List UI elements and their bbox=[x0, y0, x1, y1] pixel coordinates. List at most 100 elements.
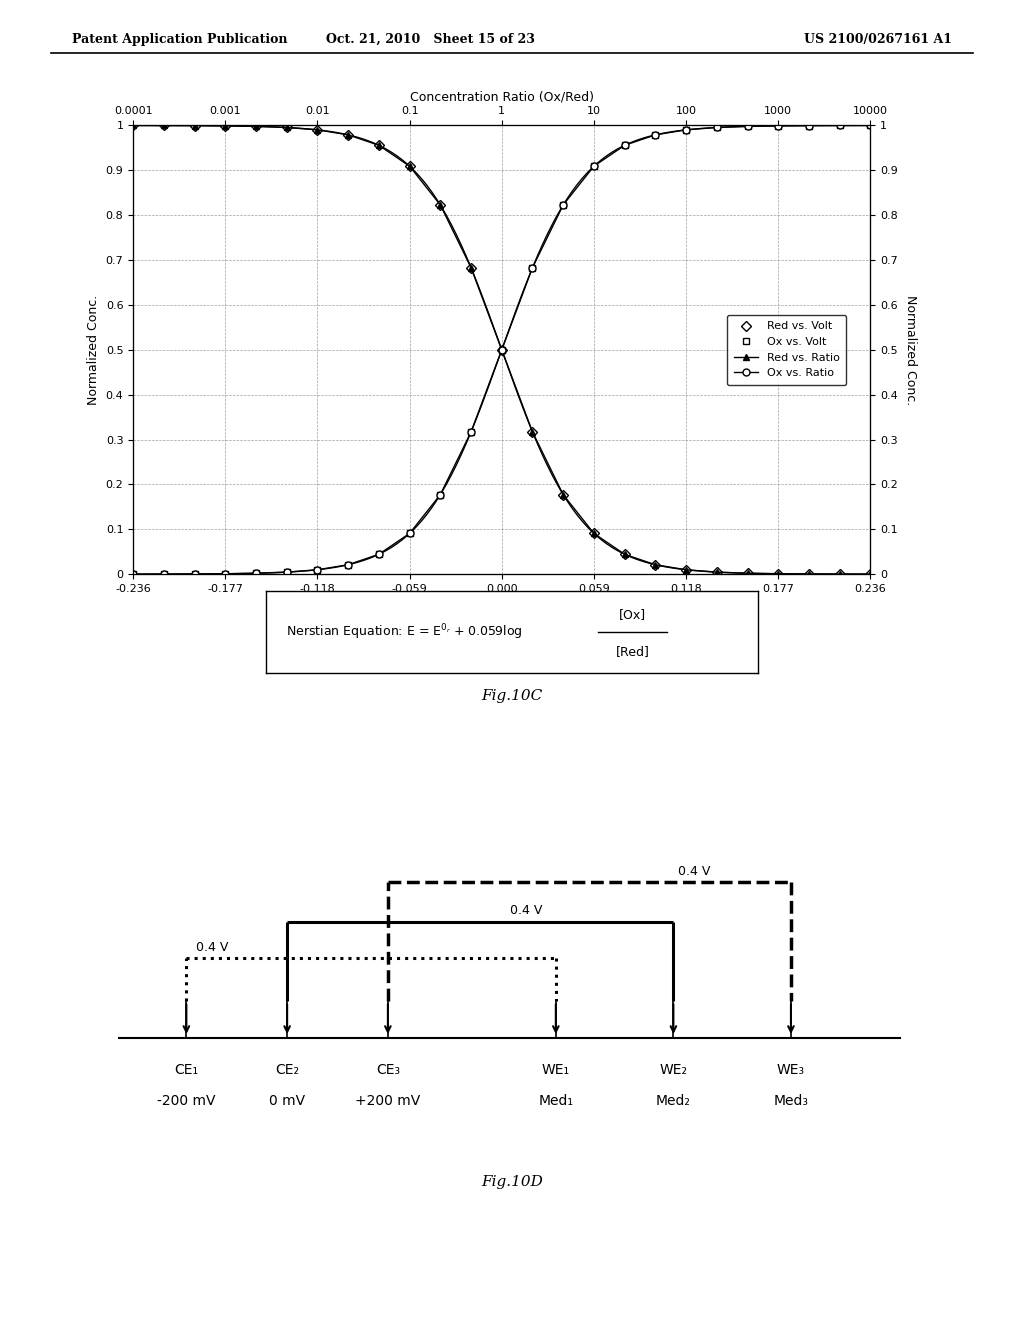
Ox vs. Volt bbox=[434, 487, 446, 503]
Ox vs. Volt bbox=[772, 117, 784, 133]
Ox vs. Volt bbox=[834, 117, 846, 133]
Ox vs. Ratio bbox=[649, 127, 662, 143]
Ox vs. Volt bbox=[311, 562, 324, 578]
Ox vs. Ratio bbox=[526, 260, 539, 276]
Text: CE₂: CE₂ bbox=[275, 1063, 299, 1077]
Red vs. Volt bbox=[557, 487, 569, 503]
Red vs. Ratio bbox=[526, 424, 539, 440]
Red vs. Volt bbox=[250, 119, 262, 135]
Text: Nerstian Equation: E = E$^{0_r}$ + 0.059log: Nerstian Equation: E = E$^{0_r}$ + 0.059… bbox=[286, 623, 522, 642]
Red vs. Volt bbox=[711, 564, 723, 579]
Legend: Red vs. Volt, Ox vs. Volt, Red vs. Ratio, Ox vs. Ratio: Red vs. Volt, Ox vs. Volt, Red vs. Ratio… bbox=[727, 314, 847, 385]
Red vs. Volt bbox=[158, 117, 170, 133]
Text: Patent Application Publication: Patent Application Publication bbox=[72, 33, 287, 46]
Text: [Red]: [Red] bbox=[615, 645, 649, 659]
Ox vs. Volt bbox=[711, 120, 723, 136]
Red vs. Volt bbox=[864, 566, 877, 582]
Red vs. Volt bbox=[342, 127, 354, 143]
Red vs. Volt bbox=[465, 260, 477, 276]
Red vs. Ratio bbox=[649, 557, 662, 573]
Ox vs. Ratio bbox=[465, 424, 477, 440]
Ox vs. Ratio bbox=[188, 566, 201, 582]
Text: 0.4 V: 0.4 V bbox=[197, 941, 228, 954]
Red vs. Ratio bbox=[188, 117, 201, 133]
Red vs. Ratio bbox=[834, 566, 846, 582]
Red vs. Ratio bbox=[711, 564, 723, 579]
Text: Med₂: Med₂ bbox=[656, 1094, 691, 1109]
Ox vs. Volt bbox=[526, 260, 539, 276]
Line: Ox vs. Ratio: Ox vs. Ratio bbox=[130, 121, 873, 578]
Text: Med₃: Med₃ bbox=[773, 1094, 808, 1109]
Red vs. Ratio bbox=[219, 117, 231, 133]
Ox vs. Ratio bbox=[711, 120, 723, 136]
Y-axis label: Normalized Conc.: Normalized Conc. bbox=[87, 294, 100, 405]
Ox vs. Volt bbox=[557, 197, 569, 213]
Red vs. Volt bbox=[649, 557, 662, 573]
Red vs. Volt bbox=[526, 424, 539, 440]
Text: WE₁: WE₁ bbox=[542, 1063, 570, 1077]
Ox vs. Ratio bbox=[434, 487, 446, 503]
Text: 0 mV: 0 mV bbox=[269, 1094, 305, 1109]
Red vs. Ratio bbox=[496, 342, 508, 358]
Red vs. Ratio bbox=[281, 120, 293, 136]
Text: US 2100/0267161 A1: US 2100/0267161 A1 bbox=[804, 33, 952, 46]
Red vs. Volt bbox=[772, 566, 784, 582]
Ox vs. Ratio bbox=[311, 562, 324, 578]
Ox vs. Ratio bbox=[834, 117, 846, 133]
X-axis label: Concentration Ratio (Ox/Red): Concentration Ratio (Ox/Red) bbox=[410, 90, 594, 103]
Ox vs. Volt bbox=[649, 127, 662, 143]
Ox vs. Ratio bbox=[588, 158, 600, 174]
Red vs. Ratio bbox=[557, 487, 569, 503]
Red vs. Ratio bbox=[373, 137, 385, 153]
Text: +200 mV: +200 mV bbox=[355, 1094, 421, 1109]
Text: Med₁: Med₁ bbox=[539, 1094, 573, 1109]
Red vs. Ratio bbox=[680, 562, 692, 578]
Red vs. Volt bbox=[281, 120, 293, 136]
Text: -200 mV: -200 mV bbox=[157, 1094, 216, 1109]
Text: CE₃: CE₃ bbox=[376, 1063, 400, 1077]
Red vs. Ratio bbox=[158, 117, 170, 133]
Text: CE₁: CE₁ bbox=[174, 1063, 199, 1077]
Ox vs. Volt bbox=[373, 546, 385, 562]
Red vs. Volt bbox=[311, 121, 324, 137]
Red vs. Volt bbox=[834, 566, 846, 582]
Red vs. Volt bbox=[496, 342, 508, 358]
Red vs. Ratio bbox=[465, 260, 477, 276]
Red vs. Volt bbox=[219, 117, 231, 133]
Ox vs. Volt bbox=[864, 117, 877, 133]
Ox vs. Ratio bbox=[158, 566, 170, 582]
Red vs. Volt bbox=[403, 158, 416, 174]
Ox vs. Volt bbox=[803, 117, 815, 133]
Red vs. Volt bbox=[127, 117, 139, 133]
Red vs. Ratio bbox=[864, 566, 877, 582]
Red vs. Ratio bbox=[434, 197, 446, 213]
Ox vs. Ratio bbox=[680, 121, 692, 137]
Red vs. Ratio bbox=[588, 525, 600, 541]
Ox vs. Ratio bbox=[618, 137, 631, 153]
Ox vs. Volt bbox=[188, 566, 201, 582]
Ox vs. Volt bbox=[342, 557, 354, 573]
Red vs. Ratio bbox=[127, 117, 139, 133]
Red vs. Ratio bbox=[741, 565, 754, 581]
Red vs. Ratio bbox=[250, 119, 262, 135]
Ox vs. Ratio bbox=[557, 197, 569, 213]
Red vs. Volt bbox=[588, 525, 600, 541]
Ox vs. Ratio bbox=[250, 565, 262, 581]
Ox vs. Ratio bbox=[281, 564, 293, 579]
Text: [Ox]: [Ox] bbox=[618, 607, 646, 620]
Ox vs. Volt bbox=[741, 119, 754, 135]
Ox vs. Ratio bbox=[496, 342, 508, 358]
Line: Ox vs. Volt: Ox vs. Volt bbox=[130, 121, 873, 578]
Ox vs. Volt bbox=[618, 137, 631, 153]
Text: 0.4 V: 0.4 V bbox=[678, 865, 710, 878]
Text: WE₃: WE₃ bbox=[777, 1063, 805, 1077]
X-axis label: Nerstian Potential (Volt vs. E°ᵣ): Nerstian Potential (Volt vs. E°ᵣ) bbox=[406, 599, 598, 612]
Ox vs. Ratio bbox=[772, 117, 784, 133]
Text: Oct. 21, 2010   Sheet 15 of 23: Oct. 21, 2010 Sheet 15 of 23 bbox=[326, 33, 535, 46]
Red vs. Ratio bbox=[803, 566, 815, 582]
Red vs. Ratio bbox=[772, 566, 784, 582]
Red vs. Ratio bbox=[403, 158, 416, 174]
Ox vs. Volt bbox=[403, 525, 416, 541]
Y-axis label: Normalized Conc.: Normalized Conc. bbox=[904, 294, 918, 405]
Ox vs. Ratio bbox=[403, 525, 416, 541]
